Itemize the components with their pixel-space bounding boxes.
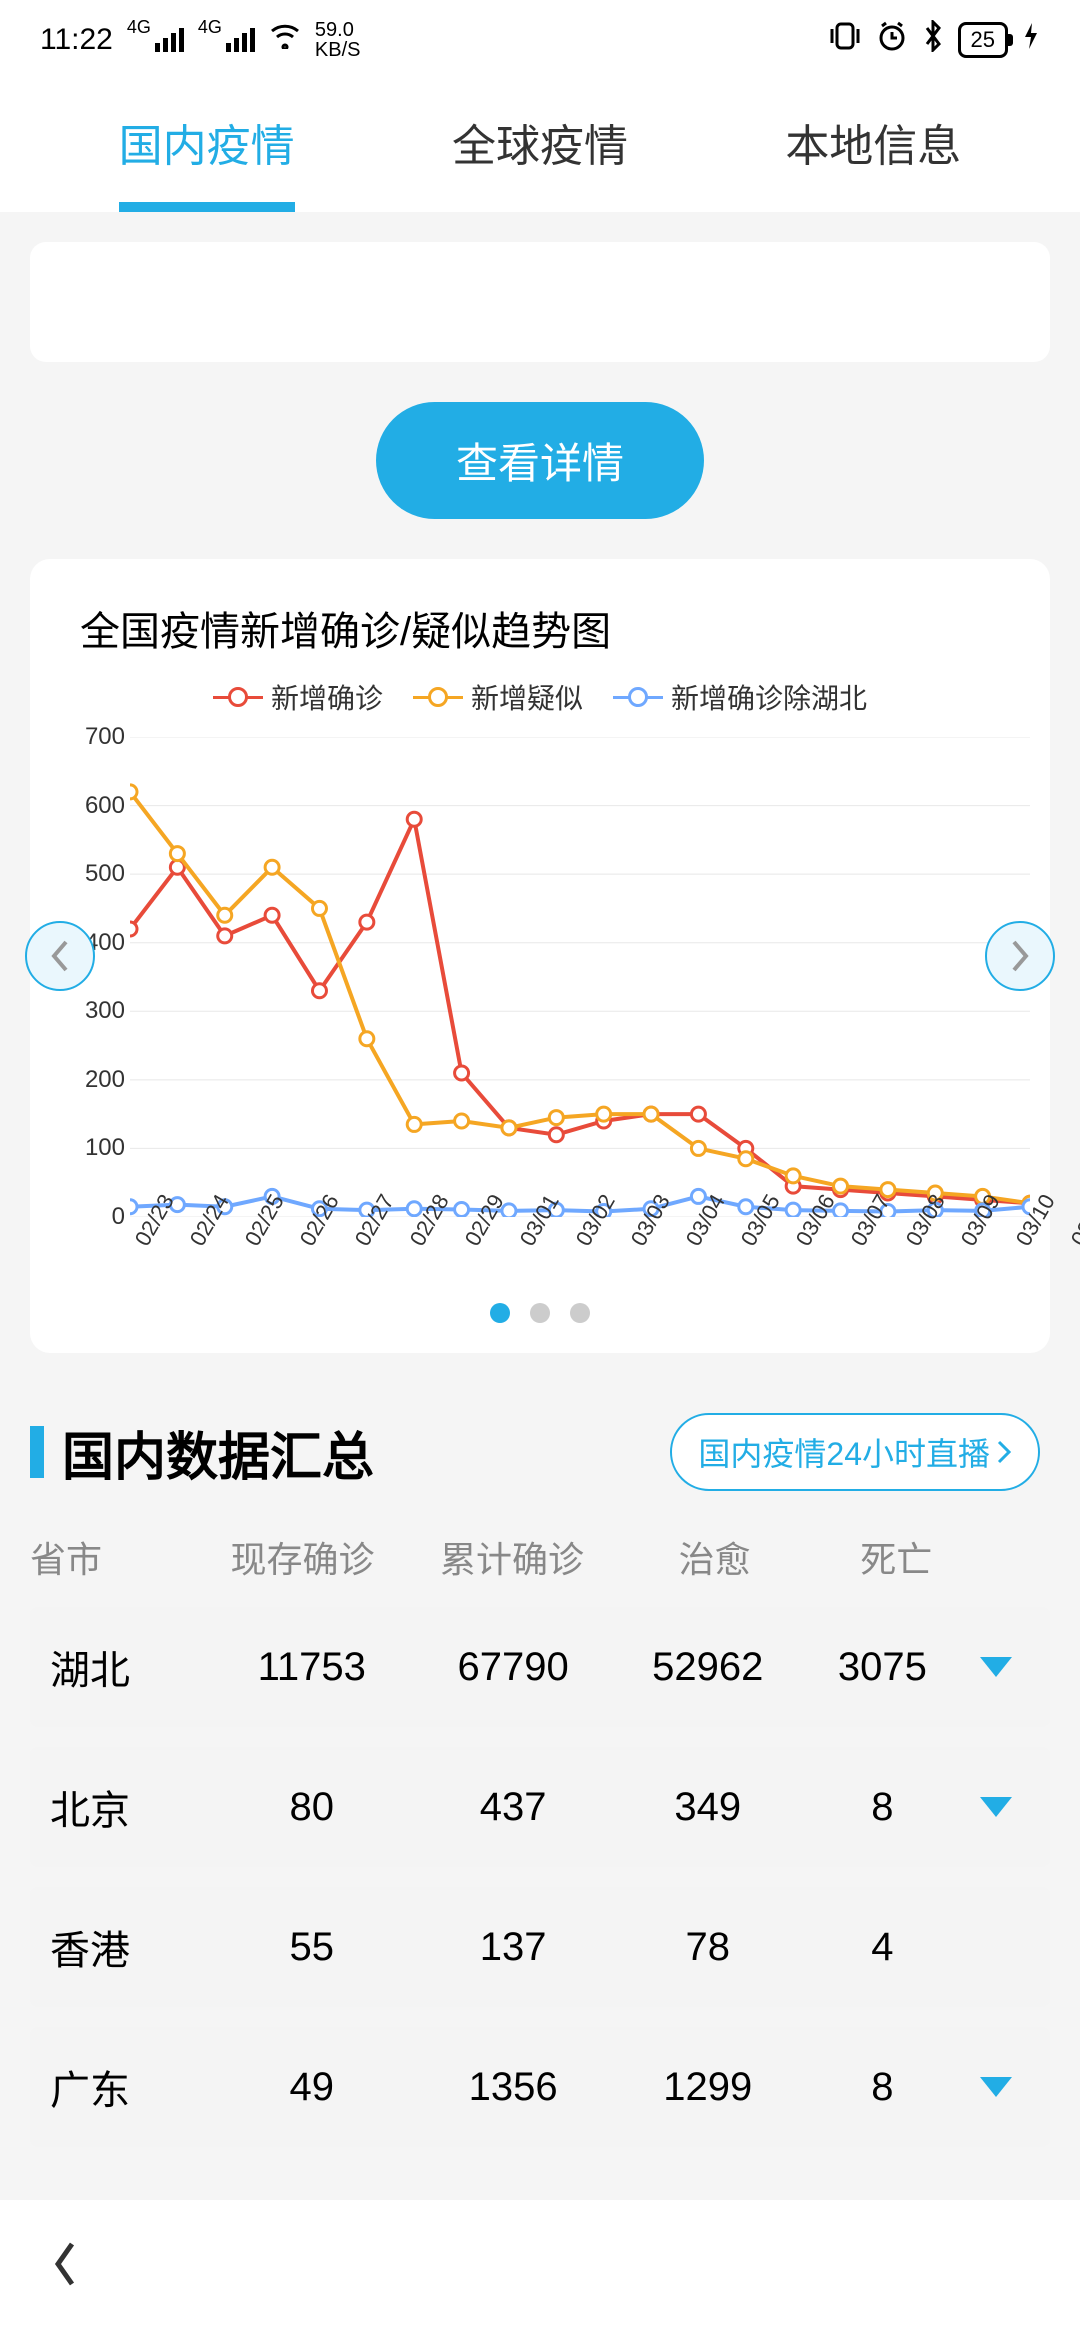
- bluetooth-icon: [922, 20, 944, 60]
- info-card: [30, 242, 1050, 362]
- chart-card: 全国疫情新增确诊/疑似趋势图 新增确诊新增疑似新增确诊除湖北 010020030…: [30, 559, 1050, 1353]
- table-header: 省市 现存确诊 累计确诊 治愈 死亡: [0, 1521, 1080, 1607]
- chart-legend: 新增确诊新增疑似新增确诊除湖北: [50, 677, 1030, 717]
- cell-cured: 1299: [614, 2065, 802, 2110]
- battery-icon: 25: [958, 22, 1008, 58]
- cell-province: 广东: [50, 2058, 211, 2116]
- live-broadcast-button[interactable]: 国内疫情24小时直播: [670, 1413, 1040, 1491]
- cell-active: 49: [211, 2065, 412, 2110]
- status-time: 11:22: [40, 23, 113, 57]
- vibrate-icon: [828, 21, 862, 59]
- alarm-icon: [876, 20, 908, 60]
- tab-domestic[interactable]: 国内疫情: [119, 110, 295, 212]
- chart-title: 全国疫情新增确诊/疑似趋势图: [80, 599, 1030, 657]
- cell-province: 香港: [50, 1918, 211, 1976]
- cell-cured: 349: [614, 1785, 802, 1830]
- cell-deaths: 8: [802, 1785, 963, 1830]
- cell-deaths: 4: [802, 1925, 963, 1970]
- tab-global[interactable]: 全球疫情: [452, 110, 628, 212]
- line-chart: [130, 737, 1030, 1217]
- back-button[interactable]: [50, 2239, 80, 2301]
- chart-prev-button[interactable]: [25, 921, 95, 991]
- cell-active: 55: [211, 1925, 412, 1970]
- x-axis-labels: 02/2302/2402/2502/2602/2702/2802/2903/01…: [50, 1217, 1030, 1243]
- cell-province: 北京: [50, 1778, 211, 1836]
- cell-active: 11753: [211, 1645, 412, 1690]
- cell-cured: 52962: [614, 1645, 802, 1690]
- legend-item: 新增疑似: [413, 677, 583, 717]
- cell-total: 137: [412, 1925, 613, 1970]
- cell-active: 80: [211, 1785, 412, 1830]
- signal-icon: [226, 28, 255, 52]
- expand-icon[interactable]: [963, 1657, 1030, 1677]
- summary-header: 国内数据汇总 国内疫情24小时直播: [0, 1353, 1080, 1521]
- net-speed: 59.0KB/S: [315, 20, 361, 60]
- chart-next-button[interactable]: [985, 921, 1055, 991]
- cell-province: 湖北: [50, 1638, 211, 1696]
- status-bar: 11:22 4G 4G 59.0KB/S 25: [0, 0, 1080, 80]
- x-tick-label: 03/11: [1066, 1191, 1080, 1250]
- pagination-dots: [50, 1303, 1030, 1323]
- legend-item: 新增确诊除湖北: [613, 677, 867, 717]
- cell-cured: 78: [614, 1925, 802, 1970]
- tab-local[interactable]: 本地信息: [785, 110, 961, 212]
- pagination-dot[interactable]: [530, 1303, 550, 1323]
- main-tabs: 国内疫情 全球疫情 本地信息: [0, 80, 1080, 212]
- table-row[interactable]: 湖北1175367790529623075: [30, 1607, 1050, 1727]
- expand-icon[interactable]: [963, 1797, 1030, 1817]
- cell-total: 437: [412, 1785, 613, 1830]
- cell-total: 1356: [412, 2065, 613, 2110]
- view-details-button[interactable]: 查看详情: [376, 402, 704, 519]
- summary-title: 国内数据汇总: [62, 1415, 374, 1490]
- signal-icon: [155, 28, 184, 52]
- table-row[interactable]: 北京804373498: [30, 1747, 1050, 1867]
- pagination-dot[interactable]: [570, 1303, 590, 1323]
- cell-deaths: 8: [802, 2065, 963, 2110]
- chevron-right-icon: [996, 1439, 1012, 1465]
- legend-item: 新增确诊: [213, 677, 383, 717]
- table-row[interactable]: 广东49135612998: [30, 2027, 1050, 2147]
- cell-deaths: 3075: [802, 1645, 963, 1690]
- wifi-icon: [269, 23, 301, 57]
- expand-icon[interactable]: [963, 2077, 1030, 2097]
- cell-total: 67790: [412, 1645, 613, 1690]
- table-row[interactable]: 香港55137784: [30, 1887, 1050, 2007]
- chart-plot-area: 0100200300400500600700: [50, 737, 1030, 1217]
- pagination-dot[interactable]: [490, 1303, 510, 1323]
- bottom-nav: [0, 2200, 1080, 2340]
- title-accent: [30, 1426, 44, 1478]
- charging-icon: [1022, 21, 1040, 59]
